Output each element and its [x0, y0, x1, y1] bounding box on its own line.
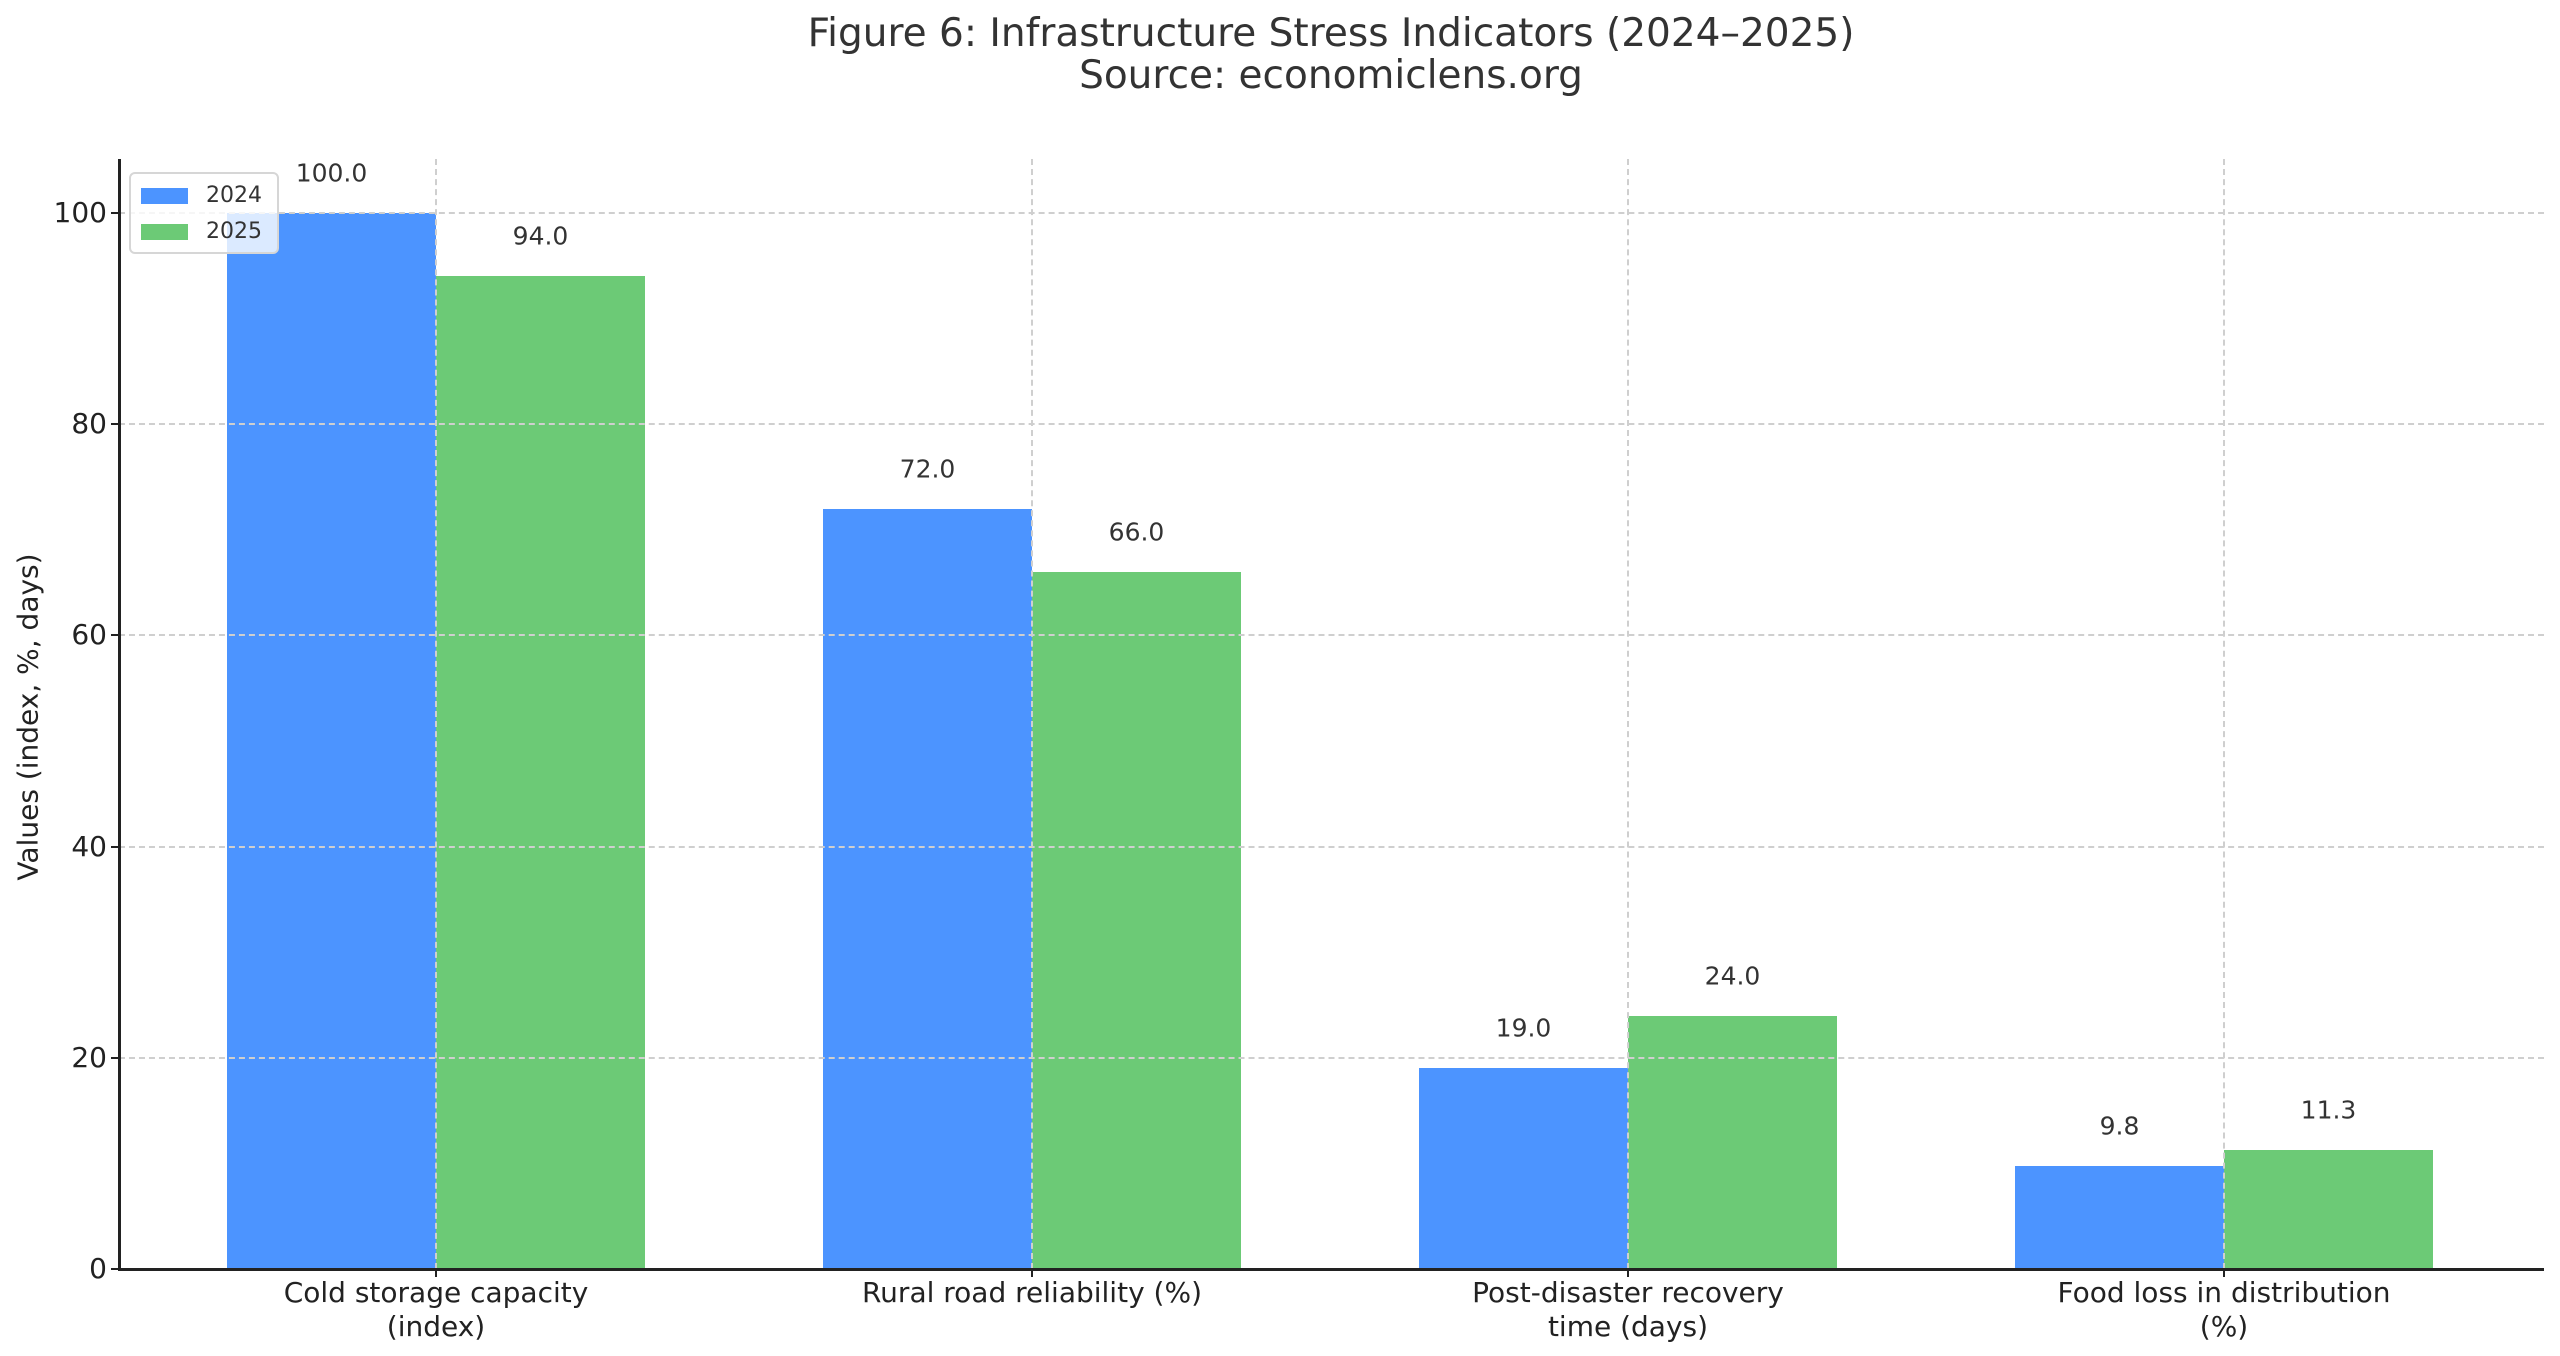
x-tick-mark [2223, 1269, 2225, 1277]
x-tick-mark [435, 1269, 437, 1277]
x-tick-label: Post-disaster recovery time (days) [1472, 1276, 1784, 1343]
bar-value-label: 24.0 [1704, 961, 1761, 991]
y-tick-mark [111, 634, 119, 637]
y-axis-line [118, 159, 121, 1271]
grid-line-vertical [1627, 159, 1629, 1269]
legend-label: 2025 [206, 219, 262, 244]
grid-line-horizontal [119, 845, 2544, 848]
x-tick-label: Rural road reliability (%) [861, 1276, 1202, 1309]
bar-value-label: 11.3 [2300, 1095, 2357, 1125]
y-tick-mark [111, 212, 119, 214]
legend-swatch-2024 [141, 187, 188, 204]
bar-2025 [1628, 1015, 1837, 1269]
y-tick-label: 100 [53, 196, 107, 229]
bar-value-label: 66.0 [1108, 517, 1165, 547]
y-tick-mark [111, 1056, 119, 1059]
grid-line-horizontal [119, 634, 2544, 637]
y-tick-mark [111, 845, 119, 848]
legend-item-2025: 2025 [141, 219, 262, 244]
bar-2025 [2224, 1149, 2433, 1269]
bar-2024 [2015, 1165, 2224, 1269]
grid-line-vertical [435, 159, 437, 1269]
bar-2024 [823, 508, 1032, 1269]
chart-title-line-1: Figure 6: Infrastructure Stress Indicato… [807, 11, 1855, 56]
legend-item-2024: 2024 [141, 183, 262, 208]
bar-value-label: 100.0 [295, 158, 368, 188]
bar-2024 [1419, 1068, 1628, 1269]
bar-value-label: 94.0 [512, 221, 569, 251]
y-tick-label: 80 [71, 407, 107, 441]
x-tick-mark [1031, 1269, 1033, 1277]
y-axis-label: Values (index, %, days) [11, 553, 45, 881]
y-tick-label: 60 [71, 618, 107, 652]
grid-line-vertical [2223, 159, 2225, 1269]
chart-title-line-2: Source: economiclens.org [1079, 53, 1583, 98]
bar-2024 [227, 213, 436, 1269]
legend: 2024 2025 [129, 172, 279, 254]
legend-swatch-2025 [141, 223, 188, 240]
legend-label: 2024 [206, 183, 262, 208]
x-tick-label: Food loss in distribution (%) [2057, 1276, 2391, 1343]
bar-value-label: 19.0 [1495, 1013, 1552, 1043]
grid-line-horizontal [119, 423, 2544, 426]
y-tick-label: 40 [71, 829, 107, 863]
y-tick-label: 0 [89, 1252, 107, 1285]
x-tick-mark [1627, 1269, 1629, 1277]
grid-line-horizontal [119, 212, 2544, 214]
bar-value-label: 9.8 [2099, 1111, 2140, 1140]
grid-line-vertical [1031, 159, 1033, 1269]
bar-value-label: 72.0 [899, 454, 956, 484]
x-tick-label: Cold storage capacity (index) [283, 1276, 589, 1343]
bar-2025 [1032, 572, 1241, 1269]
grid-line-horizontal [119, 1056, 2544, 1059]
y-tick-mark [111, 1268, 119, 1270]
bar-2025 [436, 276, 645, 1269]
y-tick-mark [111, 423, 119, 426]
x-axis-line [118, 1268, 2544, 1271]
y-tick-label: 20 [71, 1040, 107, 1074]
